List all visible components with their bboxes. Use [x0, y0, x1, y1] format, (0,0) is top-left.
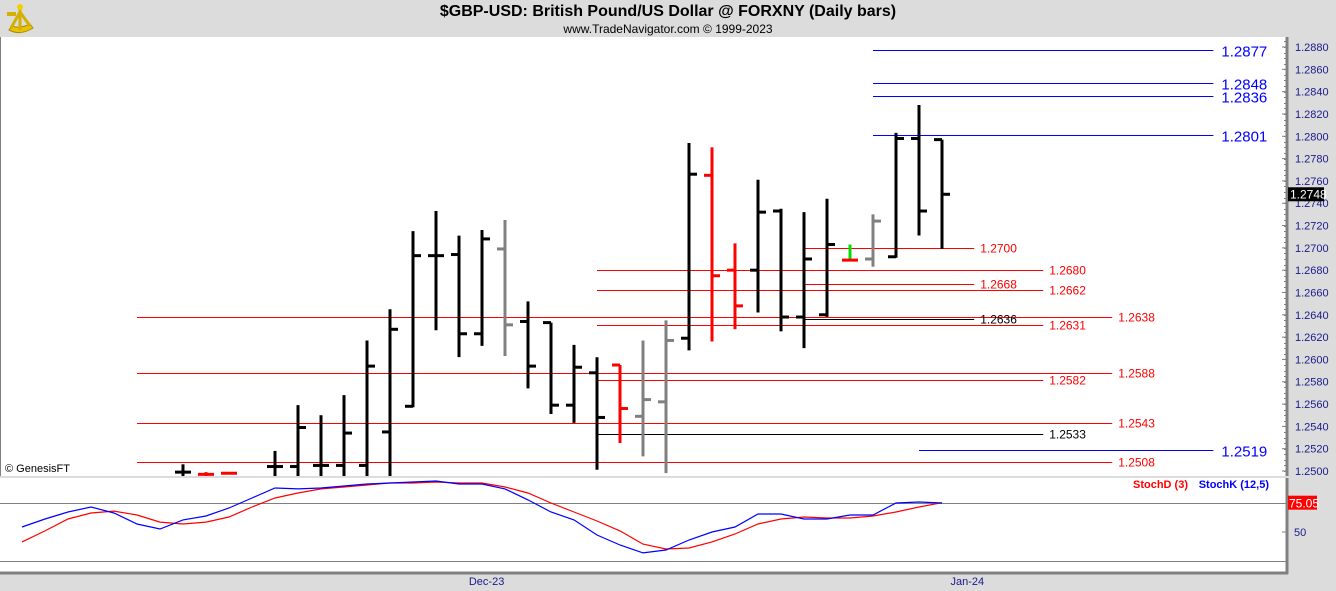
price-bar [198, 472, 214, 476]
chart-subtitle: www.TradeNavigator.com © 1999-2023 [563, 22, 773, 36]
stoch-tick-label: 50 [1294, 527, 1306, 539]
chart-title: $GBP-USD: British Pound/US Dollar @ FORX… [439, 3, 897, 20]
axis-tick-label: 1.2760 [1295, 176, 1329, 188]
axis-tick-label: 1.2840 [1295, 87, 1329, 99]
level-label: 1.2638 [1118, 311, 1155, 325]
price-bar [750, 179, 766, 313]
level-label: 1.2668 [980, 278, 1017, 292]
price-bar [773, 208, 789, 332]
level-label: 1.2848 [1221, 77, 1267, 94]
stoch-last-label: 75.05 [1289, 497, 1319, 511]
price-bar [681, 142, 697, 351]
price-bar [796, 212, 812, 349]
axis-tick-label: 1.2800 [1295, 131, 1329, 143]
level-label: 1.2631 [1049, 319, 1086, 333]
price-bar [405, 231, 421, 408]
axis-tick-label: 1.2580 [1295, 377, 1329, 389]
axis-tick-label: 1.2780 [1295, 154, 1329, 166]
stoch-last-marker [1288, 495, 1317, 510]
axis-tick-label: 1.2600 [1295, 354, 1329, 366]
price-bar [658, 320, 674, 474]
axis-tick-label: 1.2540 [1295, 421, 1329, 433]
level-label: 1.2662 [1049, 284, 1086, 298]
price-bar [589, 357, 605, 470]
stoch-line-k [21, 480, 943, 554]
level-label: 1.2533 [1049, 428, 1086, 442]
time-axis: Dec-23 Jan-24 [469, 576, 984, 588]
axis-tick-label: 1.2520 [1295, 444, 1329, 456]
level-label: 1.2877 [1221, 44, 1267, 61]
price-bar [566, 344, 582, 423]
price-bar [842, 244, 858, 262]
price-bar [175, 464, 191, 476]
last-price-label: 1.2748 [1290, 187, 1327, 201]
level-label: 1.2582 [1049, 374, 1086, 388]
legend-stochk: StochK (12,5) [1199, 479, 1270, 491]
level-label: 1.2588 [1118, 367, 1155, 381]
price-bar [865, 214, 881, 267]
time-axis-label: Jan-24 [950, 576, 984, 588]
watermark: © GenesisFT [5, 463, 70, 475]
price-bar [290, 405, 306, 476]
last-price-marker [1288, 187, 1324, 202]
axis-tick-label: 1.2700 [1295, 243, 1329, 255]
price-bar [267, 450, 283, 476]
price-bar [888, 132, 904, 259]
level-label: 1.2519 [1221, 444, 1267, 461]
level-label: 1.2636 [980, 313, 1017, 327]
level-label: 1.2508 [1118, 456, 1155, 470]
title-bar: $GBP-USD: British Pound/US Dollar @ FORX… [0, 0, 1336, 37]
price-axis: 1.2500 1.2520 1.2540 1.2560 1.2580 1.2600 1.26… [1282, 41, 1329, 478]
price-bar [819, 198, 835, 317]
price-bar [497, 219, 513, 356]
time-axis-label: Dec-23 [469, 576, 504, 588]
price-bar [635, 340, 651, 457]
price-bar [336, 395, 352, 476]
price-bar [934, 138, 950, 249]
price-bar [313, 415, 329, 476]
sextant-logo-icon [7, 4, 34, 34]
axis-tick-label: 1.2860 [1295, 64, 1329, 76]
price-bar [520, 301, 536, 389]
stochastic-lines: 50 75.05 [0, 480, 1319, 562]
price-bar [612, 363, 628, 443]
price-bar [221, 471, 237, 475]
axis-tick-label: 1.2880 [1295, 42, 1329, 54]
level-label: 1.2700 [980, 242, 1017, 256]
level-label: 1.2680 [1049, 264, 1086, 278]
axis-tick-label: 1.2640 [1295, 310, 1329, 322]
price-bar [359, 340, 375, 476]
price-bar [382, 309, 398, 476]
axis-tick-label: 1.2660 [1295, 287, 1329, 299]
level-label: 1.2543 [1118, 417, 1155, 431]
stochastic-panel [0, 478, 1286, 572]
axis-tick-label: 1.2820 [1295, 109, 1329, 121]
price-bar [704, 147, 720, 342]
price-bar [727, 243, 743, 330]
axis-tick-label: 1.2620 [1295, 332, 1329, 344]
axis-tick-label: 1.2720 [1295, 221, 1329, 233]
level-label: 1.2801 [1221, 129, 1267, 146]
legend-stochd: StochD (3) [1133, 479, 1188, 491]
ohlc-bars [175, 105, 950, 476]
price-bar [911, 105, 927, 236]
price-bar [543, 321, 559, 414]
axis-tick-label: 1.2680 [1295, 265, 1329, 277]
price-bar [474, 229, 490, 346]
level-label: 1.2836 [1221, 90, 1267, 107]
price-bar [428, 211, 444, 331]
axis-tick-label: 1.2500 [1295, 466, 1329, 478]
price-bar [451, 235, 467, 358]
axis-tick-label: 1.2560 [1295, 399, 1329, 411]
